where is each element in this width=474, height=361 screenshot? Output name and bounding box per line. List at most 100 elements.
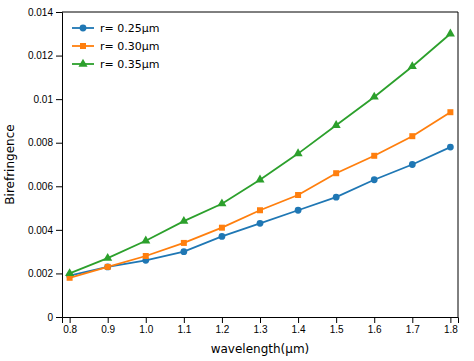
point (65, 268, 74, 276)
x-axis: 0.8 0.9 1.0 1.1 1.2 1.3 1.4 1.5 1.6 1.7 1.8 (63, 317, 459, 335)
frame (62, 12, 458, 13)
tick-label: 1.6 (368, 324, 382, 335)
point (141, 235, 150, 243)
tick: 1.6 (368, 317, 382, 335)
tick: 1.8 (444, 317, 458, 335)
tick-label: 0.01 (34, 94, 54, 105)
tick: 1.4 (292, 317, 306, 335)
point (408, 61, 417, 69)
tick-mark (450, 317, 451, 323)
tick: 0.8 (63, 317, 77, 335)
frame (458, 12, 459, 317)
point (370, 92, 379, 100)
tick-label: 0.012 (28, 50, 53, 61)
point (409, 161, 416, 168)
tick-mark (56, 12, 62, 13)
tick-label: 1.1 (177, 324, 191, 335)
tick-mark (374, 317, 375, 323)
tick: 1.3 (254, 317, 268, 335)
tick: 0.002 (28, 268, 62, 279)
tick: 0.006 (28, 181, 62, 192)
series-group (65, 29, 455, 281)
point (333, 170, 339, 176)
point (257, 207, 263, 213)
tick-mark (412, 317, 413, 323)
point (447, 109, 453, 115)
point (409, 133, 415, 139)
tick-label: 1.8 (444, 324, 458, 335)
point (447, 144, 454, 151)
point (179, 216, 188, 224)
point (181, 240, 187, 246)
tick-mark (146, 317, 147, 323)
tick: 1.2 (215, 317, 229, 335)
tick-label: 0.008 (28, 137, 53, 148)
tick: 0.012 (28, 50, 62, 61)
point (332, 120, 341, 128)
tick-mark (56, 317, 62, 318)
tick-label: 0.002 (28, 268, 53, 279)
tick: 0.01 (34, 94, 62, 105)
legend-item: r= 0.30μm (72, 40, 159, 53)
legend-label: r= 0.35μm (100, 58, 159, 71)
point (294, 148, 303, 156)
axis-line (56, 13, 63, 318)
tick-label: 1.3 (254, 324, 268, 335)
tick-label: 0.8 (63, 324, 77, 335)
tick-label: 0 (47, 312, 53, 323)
series-line (70, 147, 451, 276)
tick-label: 1.0 (139, 324, 153, 335)
point (255, 174, 264, 182)
point (371, 176, 378, 183)
chart: 0.8 0.9 1.0 1.1 1.2 1.3 1.4 1.5 1.6 1.7 1.8 0 0.002 0… (0, 0, 474, 361)
legend-item: r= 0.25μm (72, 22, 159, 35)
legend-marker (78, 59, 87, 67)
series-line (70, 112, 451, 278)
tick-mark (56, 230, 62, 231)
point (104, 264, 111, 271)
tick-mark (56, 143, 62, 144)
series-line (70, 34, 451, 274)
point (217, 198, 226, 206)
tick-label: 1.4 (292, 324, 306, 335)
plot-area: 0.8 0.9 1.0 1.1 1.2 1.3 1.4 1.5 1.6 1.7 1.8 0 0.002 0… (28, 7, 459, 335)
point (446, 29, 455, 37)
point (219, 233, 226, 240)
tick-mark (56, 186, 62, 187)
tick-mark (70, 317, 71, 323)
point (371, 153, 377, 159)
point (219, 225, 225, 231)
tick: 0.014 (28, 7, 62, 18)
tick-mark (56, 56, 62, 57)
point (333, 194, 340, 201)
tick: 0.9 (101, 317, 115, 335)
point (180, 248, 187, 255)
point (257, 220, 264, 227)
point (295, 192, 301, 198)
tick-mark (56, 273, 62, 274)
tick-label: 1.7 (406, 324, 420, 335)
legend-label: r= 0.30μm (100, 40, 159, 53)
point (105, 264, 111, 270)
tick-label: 0.006 (28, 181, 53, 192)
point (143, 253, 149, 259)
tick-mark (184, 317, 185, 323)
tick: 1.0 (139, 317, 153, 335)
tick: 1.1 (177, 317, 191, 335)
axis-line (63, 318, 459, 324)
tick-mark (56, 99, 62, 100)
x-axis-title: wavelength(μm) (211, 342, 310, 356)
point (103, 253, 112, 261)
tick: 1.5 (330, 317, 344, 335)
tick-mark (222, 317, 223, 323)
tick: 0.008 (28, 137, 62, 148)
legend-label: r= 0.25μm (100, 22, 159, 35)
tick-label: 1.2 (215, 324, 229, 335)
tick: 1.7 (406, 317, 420, 335)
legend: r= 0.25μm r= 0.30μm r= 0.35μm (72, 22, 159, 71)
tick-label: 0.9 (101, 324, 115, 335)
tick-label: 0.014 (28, 7, 53, 18)
y-axis: 00.0020.0040.0060.0080.010.0120.014 (28, 7, 63, 323)
legend-marker (80, 43, 86, 49)
legend-item: r= 0.35μm (72, 58, 159, 71)
